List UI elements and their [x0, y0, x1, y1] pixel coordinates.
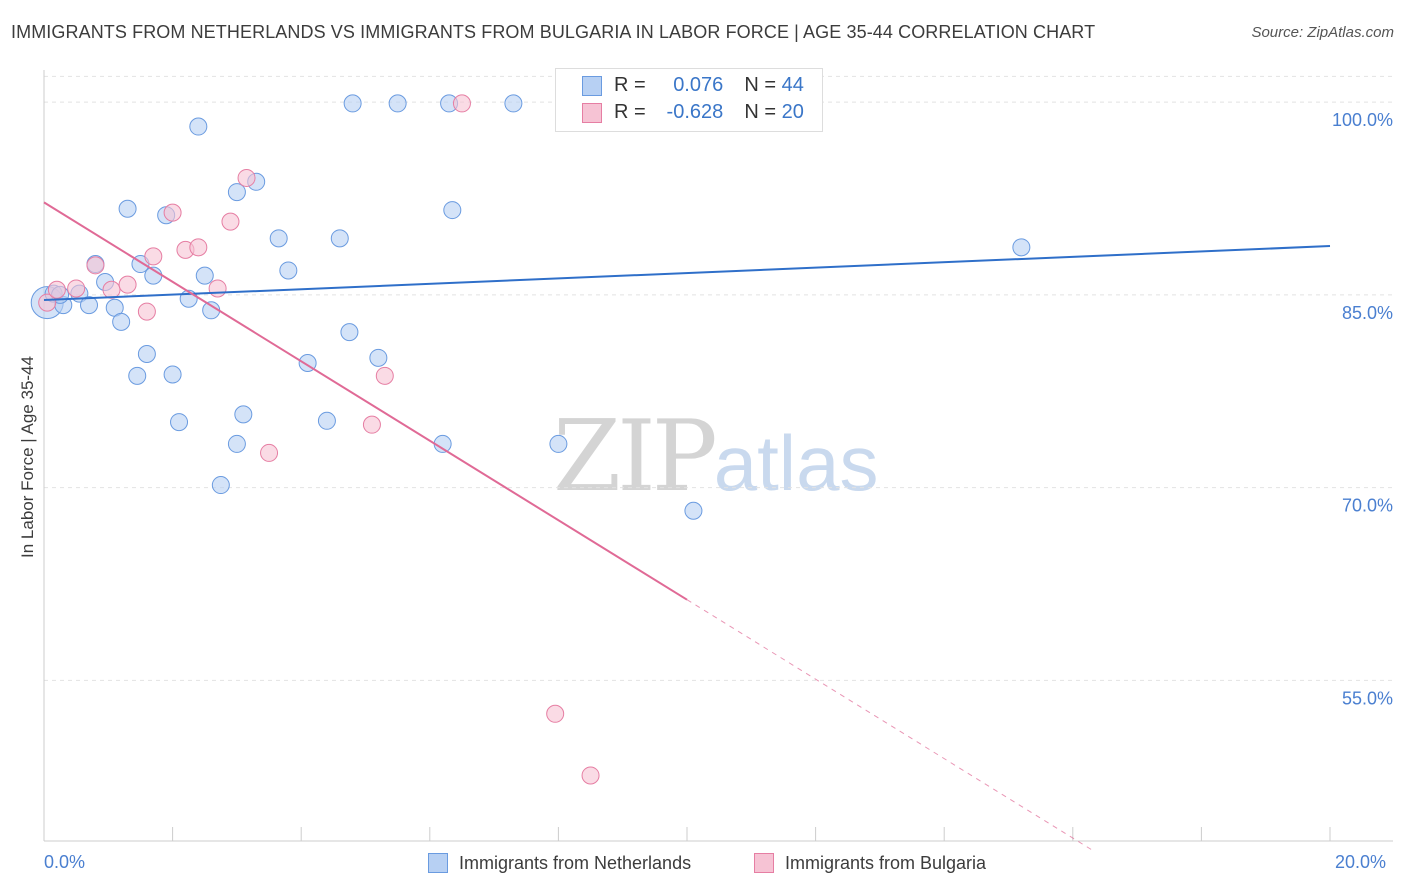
legend-n-value: 44 [781, 74, 804, 96]
point-netherlands [388, 94, 407, 113]
y-tick-label: 55.0% [1342, 688, 1393, 708]
legend-n-value: 20 [781, 101, 804, 123]
point-netherlands [189, 117, 208, 136]
point-bulgaria [67, 279, 86, 298]
watermark-zip: ZIP [553, 400, 718, 514]
point-netherlands [195, 266, 214, 285]
point-netherlands [170, 413, 189, 432]
point-netherlands [128, 366, 147, 385]
point-netherlands [443, 201, 462, 220]
legend-n-label: N = [744, 101, 777, 123]
legend-r-label: R = [614, 74, 646, 96]
y-tick-label: 100.0% [1332, 110, 1393, 130]
legend-swatch-bulgaria [582, 103, 602, 123]
point-netherlands [137, 344, 156, 363]
point-bulgaria [163, 203, 182, 222]
point-bulgaria [137, 302, 156, 321]
legend-item-swatch-netherlands [428, 853, 448, 873]
point-netherlands [279, 261, 298, 280]
point-netherlands [549, 434, 568, 453]
legend-text-bulgaria: R = -0.628 N = 20 [614, 101, 804, 124]
point-bulgaria [38, 293, 57, 312]
trendline-bulgaria [43, 201, 688, 601]
x-tick-label-min: 0.0% [44, 852, 86, 872]
x-tick-label-max: 20.0% [1335, 852, 1387, 872]
point-bulgaria [102, 280, 121, 299]
legend-r-value: -0.628 [666, 101, 724, 123]
point-bulgaria [375, 366, 394, 385]
point-netherlands [504, 94, 523, 113]
trendline-bulgaria-extension [686, 599, 1093, 851]
point-bulgaria [452, 94, 471, 113]
legend-r-label: R = [614, 101, 646, 123]
point-netherlands [317, 411, 336, 430]
point-netherlands [343, 94, 362, 113]
y-tick-label: 70.0% [1342, 496, 1393, 516]
watermark: ZIPatlas [553, 400, 879, 514]
point-bulgaria [208, 279, 227, 298]
point-netherlands [227, 434, 246, 453]
point-bulgaria [581, 766, 600, 785]
source-label: Source: ZipAtlas.com [1251, 24, 1394, 41]
correlation-legend: R = 0.076 N = 44 R = -0.628 N = 20 [555, 68, 823, 132]
legend-n-label: N = [744, 74, 777, 96]
point-bulgaria [47, 280, 66, 299]
point-bulgaria [118, 275, 137, 294]
point-netherlands [112, 312, 131, 331]
point-bulgaria [221, 212, 240, 231]
point-netherlands [340, 323, 359, 342]
legend-item-swatch-bulgaria [754, 853, 774, 873]
point-netherlands [234, 405, 253, 424]
legend-r-value: 0.076 [673, 74, 724, 96]
point-netherlands [269, 229, 288, 248]
legend-text-netherlands: R = 0.076 N = 44 [614, 74, 804, 97]
point-bulgaria [546, 704, 565, 723]
point-netherlands [684, 501, 703, 520]
point-bulgaria [362, 415, 381, 434]
chart-title: IMMIGRANTS FROM NETHERLANDS VS IMMIGRANT… [11, 22, 1096, 42]
point-bulgaria [189, 238, 208, 257]
y-tick-label: 85.0% [1342, 303, 1393, 323]
point-netherlands [1012, 238, 1031, 257]
point-netherlands [330, 229, 349, 248]
trendline-netherlands [43, 245, 1331, 302]
legend-swatch-netherlands [582, 76, 602, 96]
point-netherlands [80, 296, 99, 315]
point-netherlands [118, 199, 137, 218]
point-netherlands [227, 183, 246, 202]
point-bulgaria [237, 168, 256, 187]
legend-item-label-netherlands: Immigrants from Netherlands [459, 853, 692, 873]
point-netherlands [369, 348, 388, 367]
point-netherlands [211, 476, 230, 495]
point-bulgaria [260, 443, 279, 462]
point-bulgaria [144, 247, 163, 266]
legend-item-label-bulgaria: Immigrants from Bulgaria [785, 853, 987, 873]
point-bulgaria [86, 256, 105, 275]
watermark-atlas: atlas [713, 419, 879, 507]
point-netherlands [163, 365, 182, 384]
